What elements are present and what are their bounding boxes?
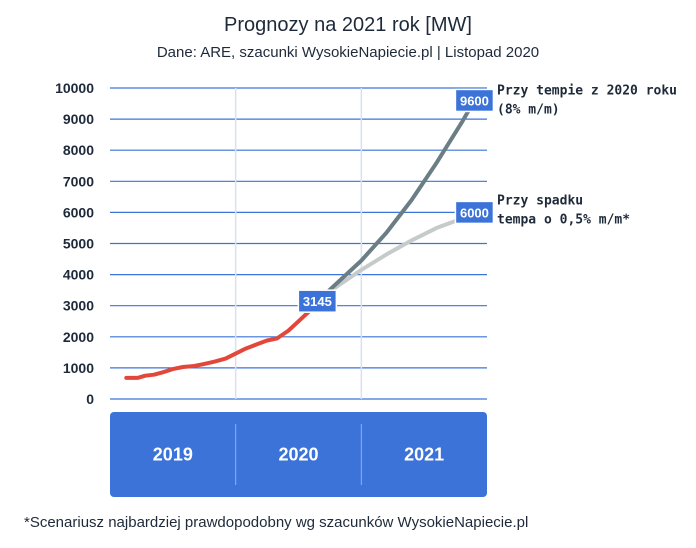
series-line-low [315,210,477,304]
series-annotation-high: (8% m/m) [497,102,560,117]
x-tick-label: 2020 [278,445,318,465]
y-tick-label: 4000 [63,267,94,283]
x-tick-label: 2019 [153,445,193,465]
y-tick-label: 7000 [63,173,94,189]
footnote: *Scenariusz najbardziej prawdopodobny wg… [24,514,529,531]
y-tick-label: 3000 [63,298,94,314]
y-tick-label: 8000 [63,142,94,158]
y-tick-label: 6000 [63,204,94,220]
y-tick-label: 5000 [63,236,94,252]
data-label: 9600 [460,93,489,108]
chart-title: Prognozy na 2021 rok [MW] [224,14,472,36]
y-tick-label: 10000 [55,80,94,96]
y-tick-label: 2000 [63,329,94,345]
year-band [110,412,487,497]
y-tick-label: 0 [86,391,94,407]
data-label-box [454,200,495,225]
series-line-history [124,299,320,380]
series-annotation-high: Przy tempie z 2020 roku [497,83,677,98]
y-tick-label: 1000 [63,360,94,376]
y-tick-label: 9000 [63,111,94,127]
series-annotation-low: tempa o 0,5% m/m* [497,212,630,227]
series-line-high [315,98,477,304]
chart-subtitle: Dane: ARE, szacunki WysokieNapiecie.pl |… [156,44,540,61]
data-label: 3145 [303,294,332,309]
x-tick-label: 2021 [404,445,444,465]
data-label-box [297,289,338,313]
data-label: 6000 [460,205,489,220]
data-label-box [454,88,495,113]
series-annotation-low: Przy spadku [497,193,583,208]
